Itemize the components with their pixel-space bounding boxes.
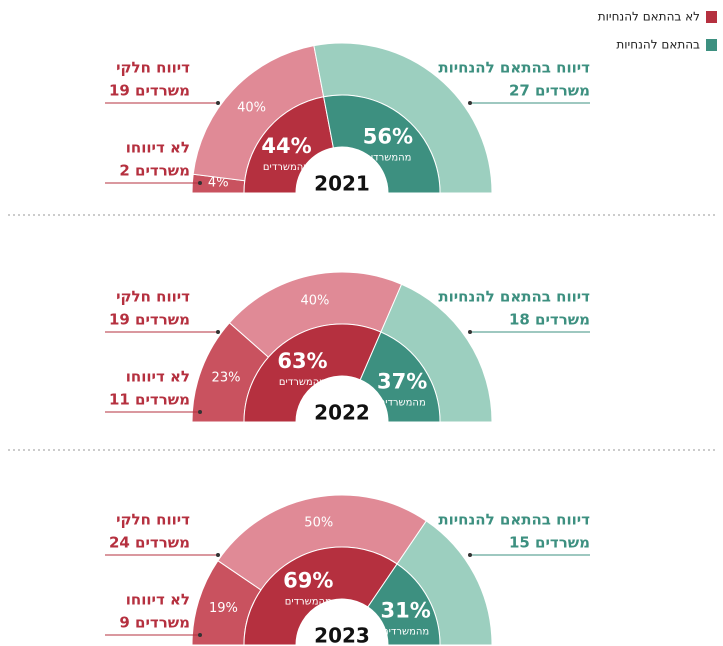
callout-title: לא דיווחו [126, 591, 190, 609]
outer-value-label: 4% [208, 176, 229, 191]
legend-swatch [706, 39, 717, 51]
callout-title: לא דיווחו [126, 139, 190, 157]
inner-value-label: 63% [277, 349, 327, 373]
leader-dot [198, 410, 202, 414]
inner-segment [367, 563, 441, 646]
inner-segment [323, 94, 441, 194]
callout-title: דיווח חלקי [116, 288, 190, 306]
callout-title: דיווח בהתאם להנחיות [438, 59, 590, 77]
sublabel: מהמשרדים [285, 596, 332, 607]
inner-value-label: 37% [377, 369, 427, 393]
callout-title: דיווח בהתאם להנחיות [438, 288, 590, 306]
year: 2021 [314, 172, 370, 196]
leader-dot [198, 181, 202, 185]
legend-label: בהתאם להנחיות [616, 38, 700, 52]
outer-value-label: 40% [237, 101, 266, 116]
callout-count: 27 משרדים [509, 82, 590, 100]
outer-value-label: 23% [212, 371, 241, 386]
inner-value-label: 69% [283, 568, 333, 592]
sublabel: מהמשרדים [379, 397, 426, 408]
callout-title: דיווח חלקי [116, 511, 190, 529]
callout-count: 19 משרדים [109, 82, 190, 100]
year: 2022 [314, 401, 370, 425]
legend-swatch [706, 11, 717, 23]
leader-dot [468, 101, 472, 105]
callout-title: דיווח חלקי [116, 59, 190, 77]
sublabel: מהמשרדים [364, 153, 411, 164]
inner-segment [243, 546, 398, 646]
callout-count: 9 משרדים [119, 614, 190, 632]
leader-dot [468, 553, 472, 557]
callout-count: 15 משרדים [509, 534, 590, 552]
sublabel: מהמשרדים [263, 162, 310, 173]
leader-dot [216, 101, 220, 105]
outer-value-label: 50% [304, 516, 333, 531]
inner-segment [243, 323, 382, 423]
outer-value-label: 40% [300, 293, 329, 308]
callout-title: דיווח בהתאם להנחיות [438, 511, 590, 529]
inner-value-label: 31% [380, 598, 430, 622]
callout-title: לא דיווחו [126, 368, 190, 386]
sublabel: מהמשרדים [382, 626, 429, 637]
sublabel: מהמשרדים [279, 377, 326, 388]
leader-dot [468, 330, 472, 334]
callout-count: 11 משרדים [109, 391, 190, 409]
leader-dot [216, 330, 220, 334]
year: 2023 [314, 624, 370, 646]
inner-segment [243, 96, 334, 194]
outer-value-label: 19% [209, 601, 238, 616]
leader-dot [216, 553, 220, 557]
inner-value-label: 56% [363, 125, 413, 149]
inner-segment [359, 331, 441, 423]
leader-dot [198, 633, 202, 637]
callout-count: 18 משרדים [509, 311, 590, 329]
inner-value-label: 44% [261, 134, 311, 158]
callout-count: 24 משרדים [109, 534, 190, 552]
legend-label: לא בהתאם להנחיות [598, 10, 700, 24]
callout-count: 2 משרדים [119, 162, 190, 180]
callout-count: 19 משרדים [109, 311, 190, 329]
